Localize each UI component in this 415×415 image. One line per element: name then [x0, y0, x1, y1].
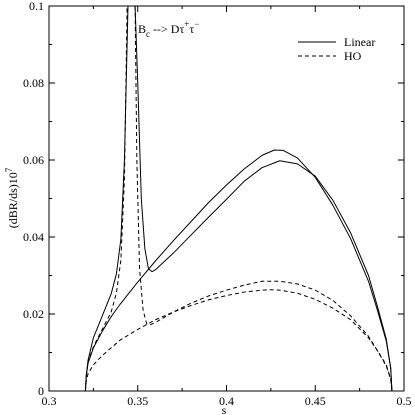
y-axis-label-main: (dBR/ds)10: [6, 172, 20, 228]
series-line-ho-5: [84, 289, 393, 392]
series-group: [84, 5, 393, 392]
x-tick-label: 0.4: [219, 394, 234, 408]
x-tick-label: 0.5: [397, 394, 412, 408]
x-axis-label: s: [222, 403, 227, 415]
series-line-ho-3: [84, 5, 128, 392]
y-tick-label: 0.1: [29, 0, 44, 13]
axis-ticks: [48, 5, 405, 392]
series-line-linear-2: [84, 149, 393, 392]
y-tick-label: 0.02: [23, 307, 44, 321]
x-tick-label: 0.45: [305, 394, 326, 408]
process-annotation: Bc --> Dτ+τ−: [138, 19, 199, 39]
y-tick-label: 0.08: [23, 76, 44, 90]
y-axis-label: (dBR/ds)107: [4, 167, 20, 228]
y-tick-label: 0.06: [23, 153, 44, 167]
tick-labels: 0.3 0.35 0.4 0.45 0.5 0 0.02 0.04 0.06 0.08 0.1: [23, 0, 412, 408]
legend-label-linear: Linear: [344, 35, 375, 49]
series-line-linear-1: [134, 5, 393, 392]
y-tick-label: 0: [38, 384, 44, 398]
y-axis-label-exponent: 7: [4, 167, 14, 172]
y-tick-label: 0.04: [23, 230, 44, 244]
legend: Linear HO: [298, 35, 375, 63]
legend-label-ho: HO: [344, 49, 362, 63]
x-tick-label: 0.3: [42, 394, 57, 408]
x-tick-label: 0.35: [127, 394, 148, 408]
